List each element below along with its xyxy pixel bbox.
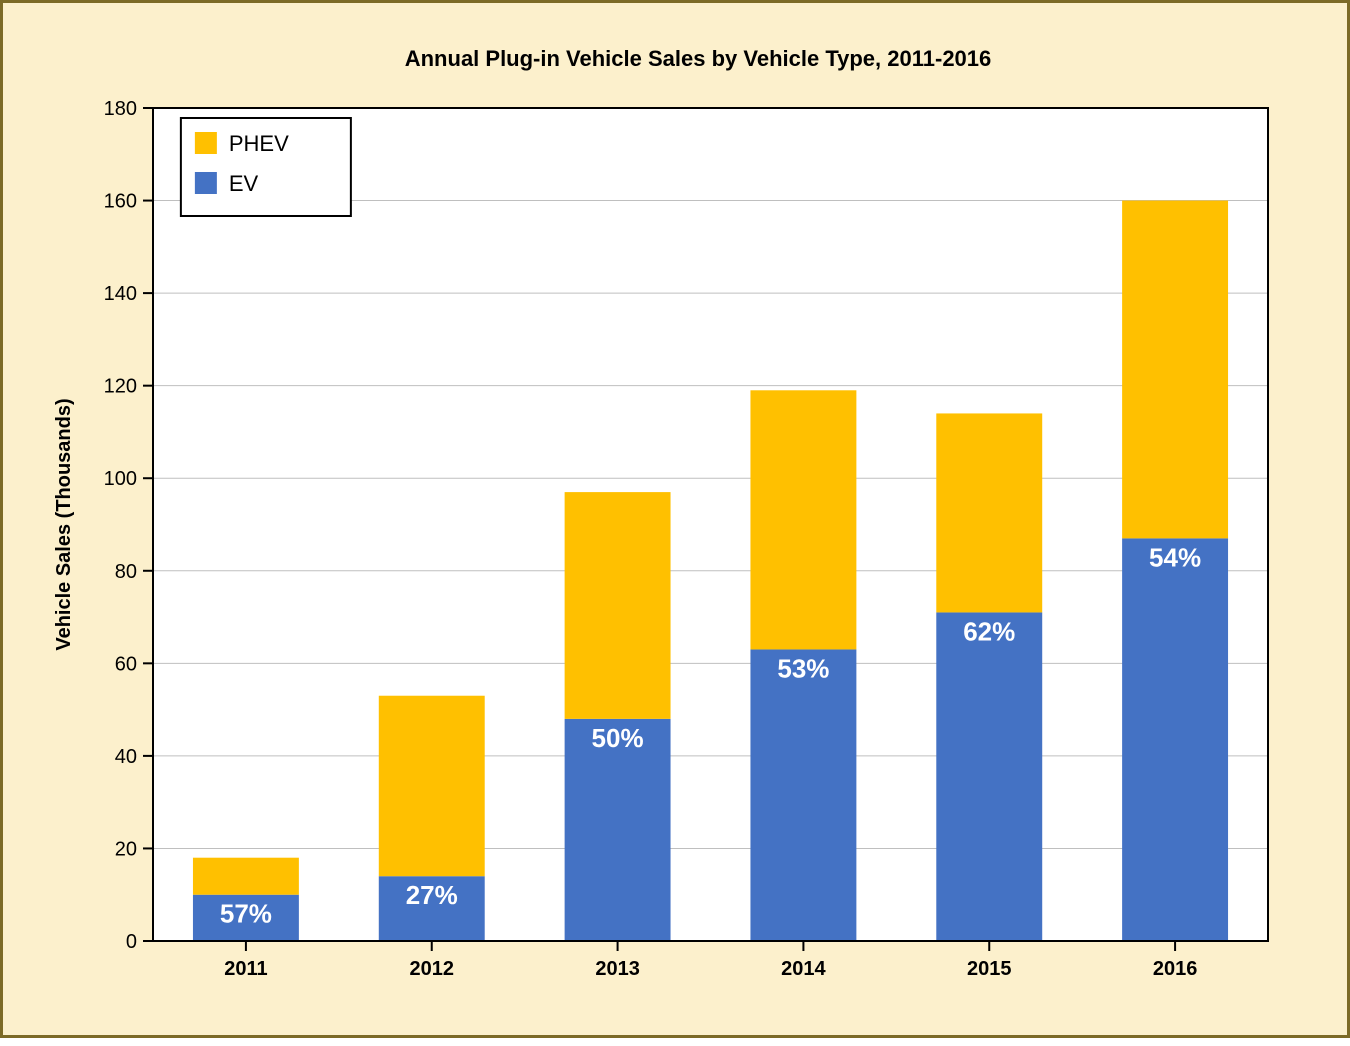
- x-tick-label: 2014: [781, 958, 826, 980]
- plot-background: [153, 108, 1268, 941]
- y-tick-label: 0: [126, 931, 137, 953]
- bar-segment-phev: [1122, 201, 1228, 539]
- bar-percent-label: 54%: [1149, 542, 1201, 572]
- bar-segment-phev: [565, 492, 671, 719]
- bar-segment-ev: [750, 649, 856, 941]
- y-tick-label: 40: [115, 746, 137, 768]
- x-tick-label: 2012: [410, 958, 455, 980]
- bar-percent-label: 50%: [592, 723, 644, 753]
- bar-segment-phev: [379, 696, 485, 876]
- bar-segment-phev: [750, 390, 856, 649]
- y-tick-label: 140: [104, 283, 137, 305]
- legend-swatch: [195, 132, 217, 154]
- bar-segment-phev: [936, 413, 1042, 612]
- x-tick-label: 2015: [967, 958, 1012, 980]
- bar-segment-phev: [193, 858, 299, 895]
- y-tick-label: 160: [104, 191, 137, 213]
- x-tick-label: 2016: [1153, 958, 1198, 980]
- chart-container: Annual Plug-in Vehicle Sales by Vehicle …: [0, 0, 1350, 1038]
- y-tick-label: 60: [115, 653, 137, 675]
- y-tick-label: 100: [104, 468, 137, 490]
- chart-title: Annual Plug-in Vehicle Sales by Vehicle …: [405, 46, 992, 71]
- bar-segment-ev: [1122, 538, 1228, 941]
- legend: PHEV EV: [181, 118, 351, 216]
- bar-percent-label: 27%: [406, 880, 458, 910]
- y-axis-label: Vehicle Sales (Thousands): [53, 398, 75, 650]
- x-tick-label: 2011: [224, 958, 267, 980]
- bar-percent-label: 62%: [963, 616, 1015, 646]
- bar-percent-label: 57%: [220, 899, 272, 929]
- bar-segment-ev: [936, 612, 1042, 941]
- x-tick-label: 2013: [595, 958, 640, 980]
- y-tick-label: 20: [115, 838, 137, 860]
- chart-svg: Annual Plug-in Vehicle Sales by Vehicle …: [3, 3, 1350, 1041]
- legend-label: PHEV: [229, 131, 289, 156]
- legend-label: EV: [229, 171, 259, 196]
- y-tick-label: 80: [115, 561, 137, 583]
- bar-percent-label: 53%: [777, 653, 829, 683]
- legend-swatch: [195, 172, 217, 194]
- y-tick-label: 180: [104, 98, 137, 120]
- y-tick-label: 120: [104, 376, 137, 398]
